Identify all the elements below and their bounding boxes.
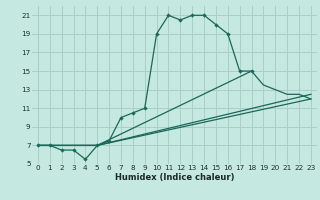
X-axis label: Humidex (Indice chaleur): Humidex (Indice chaleur) bbox=[115, 173, 234, 182]
